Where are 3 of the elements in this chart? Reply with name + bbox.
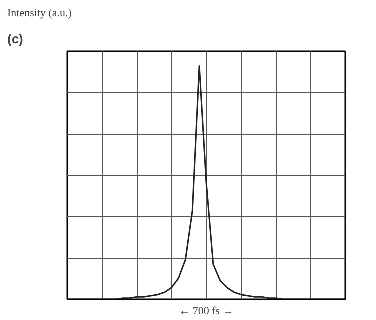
chart-title: Intensity (a.u.) <box>8 8 72 20</box>
text: (c) <box>8 32 24 46</box>
x-axis-title: ← 700 fs → <box>179 306 234 318</box>
